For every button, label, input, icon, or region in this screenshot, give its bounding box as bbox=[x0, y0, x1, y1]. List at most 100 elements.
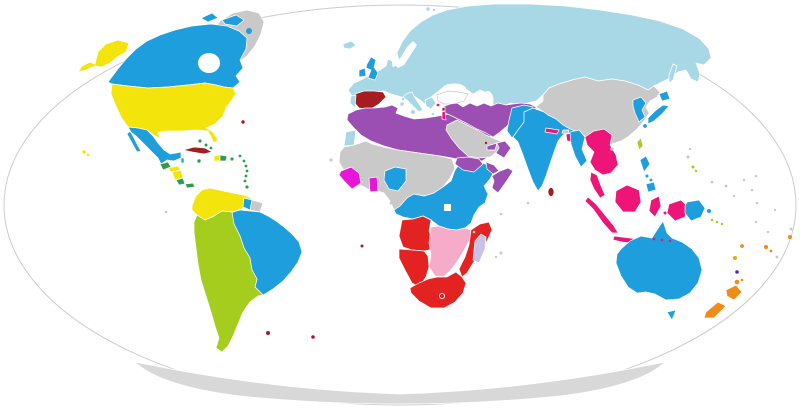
sumatra-region bbox=[584, 196, 619, 234]
palau-dot bbox=[691, 165, 695, 169]
sao-tome-dot bbox=[389, 201, 393, 205]
micronesia-dot bbox=[710, 180, 714, 184]
dominican-republic-region bbox=[219, 154, 228, 162]
panama-region bbox=[184, 182, 196, 189]
arctic-islands-region bbox=[221, 14, 245, 27]
philippines-luzon-region bbox=[639, 155, 651, 173]
palau-dot bbox=[694, 169, 698, 173]
suriname-french-guiana-region bbox=[249, 199, 264, 213]
crete-dot bbox=[431, 112, 435, 116]
nepal-region bbox=[544, 127, 560, 135]
tokelau-dot bbox=[766, 230, 770, 234]
western-sahara-region bbox=[343, 129, 357, 147]
taiwan-region bbox=[636, 137, 644, 151]
antarctica-region bbox=[134, 361, 666, 405]
lake-victoria bbox=[444, 204, 451, 211]
fiji-dot bbox=[763, 244, 769, 250]
somalia-region bbox=[491, 167, 514, 194]
canada-region bbox=[107, 23, 248, 89]
puerto-rico-dot bbox=[230, 157, 234, 161]
fiji-dot bbox=[769, 249, 773, 253]
indochina-region bbox=[584, 128, 619, 176]
bahamas-dot bbox=[204, 143, 208, 147]
cape-verde-dot bbox=[329, 158, 333, 162]
south-georgia-dot bbox=[311, 335, 315, 339]
island-dots-layer bbox=[82, 7, 793, 339]
st-helena-dot bbox=[360, 244, 364, 248]
lesser-sunda-dot bbox=[668, 239, 672, 243]
kiribati-dot bbox=[750, 188, 754, 192]
belize-region bbox=[180, 157, 185, 164]
philippines-mindanao-region bbox=[645, 181, 657, 193]
china-mongolia-region bbox=[535, 76, 661, 148]
uk-region bbox=[365, 56, 379, 81]
marshall-dot bbox=[754, 174, 758, 178]
bahamas-dot bbox=[198, 139, 202, 143]
visayas-dot bbox=[645, 174, 649, 178]
arctic-island-dot bbox=[246, 28, 252, 34]
uae-region bbox=[486, 142, 498, 151]
hudson-bay bbox=[198, 53, 220, 73]
borneo-region bbox=[614, 184, 642, 213]
italy-region bbox=[402, 91, 424, 113]
saipan-dot bbox=[688, 147, 692, 151]
svalbard-dot bbox=[432, 8, 436, 12]
antilles-dot bbox=[243, 179, 247, 183]
new-britain-dot bbox=[707, 209, 711, 213]
yemen-region bbox=[454, 156, 484, 173]
kyushu-dot bbox=[643, 124, 647, 128]
sulawesi-region bbox=[648, 195, 662, 218]
svalbard-dot bbox=[426, 7, 430, 11]
sicily-dot bbox=[411, 110, 415, 114]
mauritius-dot bbox=[499, 251, 503, 255]
west-papua-region bbox=[666, 199, 688, 222]
iceland-region bbox=[342, 40, 357, 50]
vanuatu-dot bbox=[740, 244, 744, 248]
korea-region bbox=[632, 96, 647, 123]
namibia-region bbox=[398, 248, 430, 288]
greece-region bbox=[424, 96, 437, 110]
micronesia-dot bbox=[724, 184, 728, 188]
solomon-dot bbox=[720, 222, 724, 226]
lesotho-ring bbox=[438, 292, 446, 300]
projection-frame bbox=[3, 4, 797, 406]
maluku-dot bbox=[663, 211, 667, 215]
antilles-dot bbox=[242, 159, 246, 163]
ghana-region bbox=[368, 176, 379, 193]
hainan-dot bbox=[610, 147, 614, 151]
antilles-dot bbox=[244, 164, 248, 168]
kiribati-dot bbox=[755, 201, 759, 205]
new-caledonia-dot bbox=[740, 278, 744, 282]
israel-region bbox=[441, 110, 447, 121]
angola-region bbox=[398, 215, 435, 252]
cuba-region bbox=[182, 146, 213, 155]
island-indigo-dot bbox=[735, 270, 739, 274]
oman-region bbox=[495, 140, 512, 159]
corsica-dot bbox=[401, 97, 405, 101]
jamaica-dot bbox=[197, 159, 201, 163]
myanmar-region bbox=[569, 129, 588, 168]
antilles-dot bbox=[238, 154, 242, 158]
lebanon-region bbox=[441, 106, 446, 112]
japan-honshu-region bbox=[647, 104, 670, 125]
antilles-dot bbox=[245, 169, 249, 173]
micronesia-dot bbox=[742, 178, 746, 182]
spain-region bbox=[352, 90, 387, 111]
maldives-dot bbox=[526, 201, 530, 205]
hawaii-dot bbox=[86, 153, 90, 157]
new-caledonia-dot bbox=[734, 279, 740, 285]
australia-region bbox=[615, 220, 703, 301]
maluku-dot bbox=[669, 205, 673, 209]
reunion-dot bbox=[494, 255, 498, 259]
eritrea-djibouti-region bbox=[485, 161, 500, 175]
pacific-gray-dot bbox=[789, 227, 793, 231]
nauru-dot bbox=[732, 194, 736, 198]
solomon-dot bbox=[715, 220, 719, 224]
bermuda-dot bbox=[241, 120, 245, 124]
qatar-dot bbox=[484, 141, 488, 145]
lesser-sunda-dot bbox=[652, 237, 656, 241]
guam-dot bbox=[686, 155, 690, 159]
japan-hokkaido-region bbox=[658, 90, 671, 102]
